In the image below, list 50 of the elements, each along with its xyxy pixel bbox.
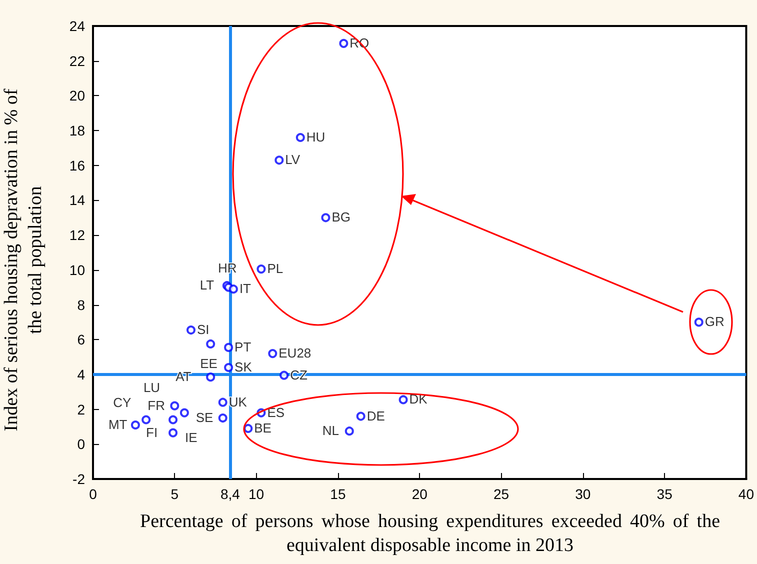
- annotation: BG: [332, 210, 351, 225]
- annotation: SE: [196, 410, 214, 426]
- y-tick-label: -2: [72, 471, 86, 487]
- annotation: HU: [306, 130, 326, 145]
- x-tick-label: 5: [170, 486, 179, 502]
- y-tick-label: 22: [69, 52, 86, 69]
- y-axis-title: Index of serious housing depravation in % of the total population: [0, 88, 47, 434]
- annotation: SI: [196, 322, 210, 338]
- annotation: PL: [267, 261, 284, 276]
- x-tick-label: 30: [575, 486, 591, 502]
- annotation: LV: [285, 152, 300, 168]
- annotation: EE: [200, 356, 218, 371]
- y-tick-label: 6: [77, 332, 86, 348]
- annotation: EU28: [278, 346, 312, 361]
- annotation: MT: [108, 416, 128, 432]
- x-axis-title: Percentage of persons whose housing expenditures exceeded 40% of the equivalent disposable income in 2013: [140, 510, 720, 558]
- annotation: IE: [185, 430, 198, 445]
- annotation: DE: [366, 408, 386, 424]
- y-tick-label: 8: [77, 296, 86, 313]
- annotation: ES: [267, 404, 285, 420]
- x-tick-label: 0: [89, 486, 98, 502]
- y-tick-label: 14: [69, 192, 86, 208]
- y-tick-label: 10: [69, 262, 86, 278]
- x-tick-label: 8,4: [220, 486, 240, 502]
- y-tick-label: 2: [77, 401, 86, 418]
- annotation: BE: [254, 420, 272, 436]
- x-tick-label: 15: [330, 486, 346, 502]
- y-tick-label: 4: [77, 366, 86, 382]
- x-tick-label: 20: [412, 486, 428, 502]
- x-tick-label: 25: [493, 486, 510, 502]
- annotation: GR: [704, 314, 724, 330]
- y-tick-label: 20: [69, 88, 86, 104]
- annotation: CY: [113, 394, 132, 410]
- annotation: LU: [143, 380, 160, 395]
- annotation: IT: [239, 281, 252, 296]
- y-tick-label: 12: [69, 227, 86, 244]
- x-tick-label: 10: [248, 486, 264, 502]
- annotation: FR: [148, 398, 165, 413]
- annotation: PT: [234, 339, 252, 354]
- y-tick-label: 24: [69, 18, 86, 34]
- x-tick-label: 35: [656, 486, 673, 502]
- y-tick-label: 0: [77, 436, 86, 452]
- x-tick-label: 40: [738, 486, 754, 502]
- annotation: LT: [200, 278, 214, 293]
- annotation: NL: [322, 423, 340, 438]
- y-tick-label: 16: [69, 157, 86, 174]
- annotation: SK: [234, 359, 252, 374]
- annotation: DK: [409, 392, 428, 407]
- annotation: FI: [146, 424, 158, 440]
- y-tick-label: 18: [69, 122, 86, 139]
